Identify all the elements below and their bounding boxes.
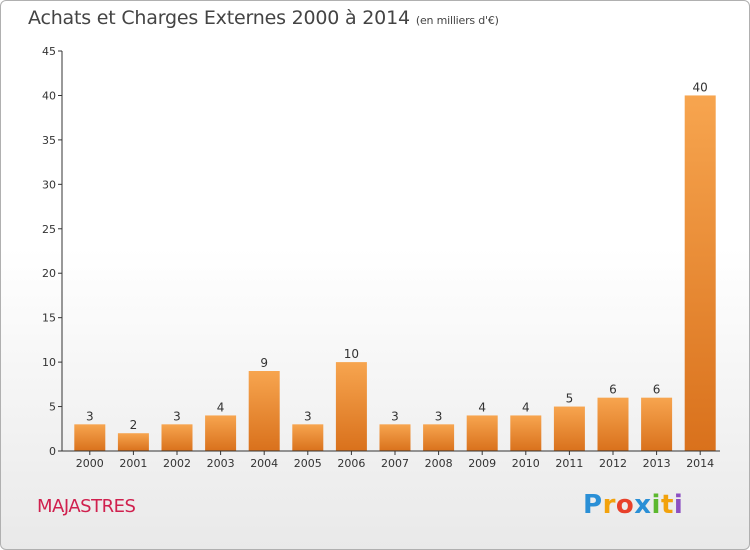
x-tick-label: 2011 xyxy=(555,457,583,470)
y-tick-label: 20 xyxy=(42,267,56,280)
x-tick-label: 2001 xyxy=(119,457,147,470)
chart-title-text: Achats et Charges Externes 2000 à 2014 xyxy=(28,7,410,29)
bar-value-label: 5 xyxy=(566,392,574,406)
y-tick-label: 15 xyxy=(42,312,56,325)
bar-2000 xyxy=(74,424,106,451)
bar-value-label: 3 xyxy=(435,409,443,423)
bar-value-label: 4 xyxy=(478,400,486,414)
bar-value-label: 6 xyxy=(653,383,661,397)
logo-letter: P xyxy=(583,490,603,520)
x-tick-label: 2006 xyxy=(337,457,365,470)
x-tick-label: 2007 xyxy=(381,457,409,470)
x-tick-label: 2009 xyxy=(468,457,496,470)
bar-2011 xyxy=(553,406,585,451)
x-tick-label: 2005 xyxy=(294,457,322,470)
logo-letter: o xyxy=(615,490,635,520)
y-tick-label: 10 xyxy=(42,356,56,369)
bar-2003 xyxy=(205,415,237,451)
logo-letter: i xyxy=(651,490,661,520)
bar-2008 xyxy=(423,424,455,451)
y-tick-label: 0 xyxy=(49,445,56,458)
x-tick-label: 2013 xyxy=(643,457,671,470)
y-tick-label: 30 xyxy=(42,178,56,191)
bar-value-label: 3 xyxy=(173,409,181,423)
bar-value-label: 3 xyxy=(391,409,399,423)
logo-letter: x xyxy=(634,490,652,520)
town-name: MAJASTRES xyxy=(37,496,136,517)
bar-2005 xyxy=(292,424,324,451)
logo-letter: i xyxy=(673,490,684,520)
bar-value-label: 4 xyxy=(217,400,225,414)
y-tick-label: 25 xyxy=(42,223,56,236)
bar-value-label: 3 xyxy=(304,409,312,423)
x-tick-label: 2000 xyxy=(76,457,104,470)
x-tick-label: 2003 xyxy=(207,457,235,470)
bar-2012 xyxy=(597,397,629,451)
bar-value-label: 6 xyxy=(609,383,617,397)
x-tick-label: 2010 xyxy=(512,457,540,470)
x-tick-label: 2004 xyxy=(250,457,278,470)
x-tick-label: 2012 xyxy=(599,457,627,470)
bar-value-label: 9 xyxy=(260,356,268,370)
chart-unit-label: (en milliers d'€) xyxy=(415,14,499,27)
bar-2007 xyxy=(379,424,411,451)
bar-2013 xyxy=(641,397,673,451)
bar-value-label: 40 xyxy=(693,80,708,94)
x-tick-label: 2008 xyxy=(425,457,453,470)
bar-2001 xyxy=(117,433,149,451)
logo-letter: r xyxy=(602,490,616,520)
bar-2002 xyxy=(161,424,193,451)
y-tick-label: 40 xyxy=(42,89,56,102)
bar-2014 xyxy=(684,95,716,451)
bar-value-label: 3 xyxy=(86,409,94,423)
bar-2004 xyxy=(248,371,280,451)
bar-2010 xyxy=(510,415,542,451)
bar-value-label: 4 xyxy=(522,400,530,414)
y-tick-label: 45 xyxy=(42,45,56,58)
proxiti-logo: Proxiti xyxy=(583,490,683,520)
bar-2009 xyxy=(466,415,498,451)
y-tick-label: 5 xyxy=(49,401,56,414)
x-tick-label: 2002 xyxy=(163,457,191,470)
y-tick-label: 35 xyxy=(42,134,56,147)
bar-value-label: 2 xyxy=(130,418,138,432)
bar-value-label: 10 xyxy=(344,347,359,361)
bar-2006 xyxy=(335,362,367,451)
logo-letter: t xyxy=(660,490,674,520)
chart-title: Achats et Charges Externes 2000 à 2014 (e… xyxy=(28,7,499,29)
x-tick-label: 2014 xyxy=(686,457,714,470)
